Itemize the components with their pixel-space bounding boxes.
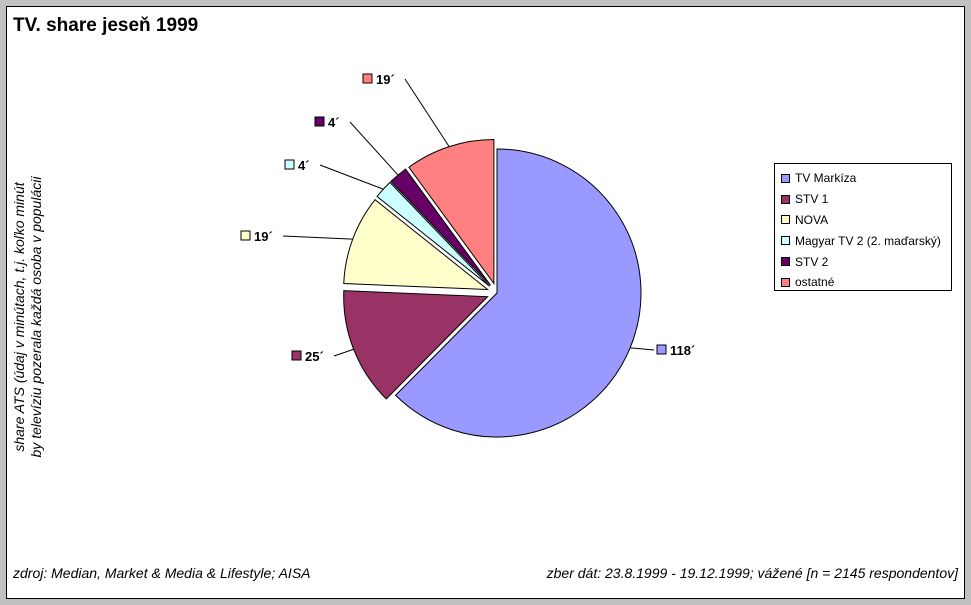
period-note: zber dát: 23.8.1999 - 19.12.1999; vážené… bbox=[546, 565, 958, 581]
legend-item: NOVA bbox=[781, 210, 951, 231]
legend-item: TV Markíza bbox=[781, 168, 951, 189]
data-label: 4´ bbox=[284, 158, 310, 173]
legend-label: STV 1 bbox=[795, 192, 829, 207]
legend-swatch bbox=[781, 173, 790, 183]
legend-label: NOVA bbox=[795, 212, 829, 227]
leader-line bbox=[282, 235, 353, 240]
data-label-text: 25´ bbox=[305, 349, 324, 364]
pie-slice bbox=[408, 138, 495, 286]
data-label-text: 19´ bbox=[254, 229, 273, 244]
legend-item: STV 2 bbox=[781, 251, 951, 272]
data-label: 19´ bbox=[240, 229, 273, 244]
legend-label: ostatné bbox=[795, 275, 835, 290]
legend-item: ostatné bbox=[781, 272, 951, 293]
leader-line bbox=[333, 348, 354, 357]
legend-swatch bbox=[781, 257, 790, 267]
data-label-swatch bbox=[362, 73, 373, 84]
legend-label: STV 2 bbox=[795, 254, 829, 269]
legend-item: STV 1 bbox=[781, 189, 951, 210]
leader-line bbox=[630, 347, 655, 351]
data-label-swatch bbox=[284, 159, 295, 170]
chart-area: TV. share jeseň 1999 share ATS (údaj v m… bbox=[6, 6, 965, 599]
chart-title: TV. share jeseň 1999 bbox=[13, 15, 199, 36]
leader-line bbox=[349, 121, 399, 176]
legend-label: TV Markíza bbox=[795, 171, 857, 186]
data-label: 25´ bbox=[291, 349, 324, 364]
legend-label: Magyar TV 2 (2. maďarský) bbox=[795, 233, 941, 248]
legend-swatch bbox=[781, 277, 790, 287]
data-label-text: 118´ bbox=[670, 343, 695, 358]
leader-line bbox=[319, 164, 384, 190]
data-label-text: 4´ bbox=[328, 115, 340, 130]
data-label-swatch bbox=[314, 116, 325, 127]
pie-slice bbox=[343, 290, 489, 400]
leader-line bbox=[404, 78, 450, 147]
data-label: 4´ bbox=[314, 115, 340, 130]
data-label: 118´ bbox=[656, 343, 695, 358]
data-label-text: 19´ bbox=[376, 72, 395, 87]
data-label-text: 4´ bbox=[298, 158, 310, 173]
legend-swatch bbox=[781, 194, 790, 204]
pie-chart: 118´ 25´ 19´ 4´ 4´ 19´ bbox=[240, 72, 695, 438]
data-label: 19´ bbox=[362, 72, 395, 87]
data-label-swatch bbox=[291, 350, 302, 361]
data-label-swatch bbox=[240, 230, 251, 241]
data-label-swatch bbox=[656, 344, 667, 355]
source-note: zdroj: Median, Market & Media & Lifestyl… bbox=[13, 565, 311, 581]
legend-swatch bbox=[781, 236, 790, 246]
legend: TV Markíza STV 1 NOVA Magyar TV 2 (2. ma… bbox=[774, 163, 952, 291]
legend-swatch bbox=[781, 215, 790, 225]
pie-slice bbox=[394, 148, 642, 438]
legend-item: Magyar TV 2 (2. maďarský) bbox=[781, 230, 951, 251]
